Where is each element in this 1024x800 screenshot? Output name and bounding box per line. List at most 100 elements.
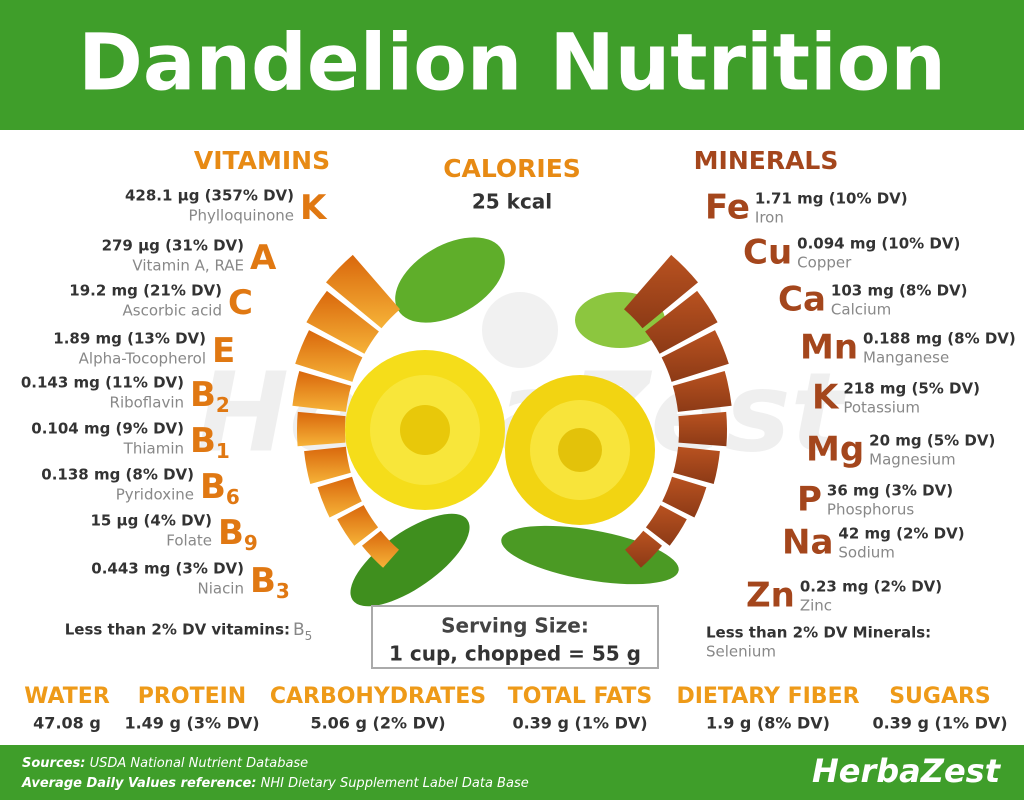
mineral-name: Manganese (863, 349, 949, 367)
footer-bg (0, 745, 1024, 800)
vitamin-bar (317, 476, 362, 518)
mineral-name: Calcium (831, 301, 891, 319)
vitamin-name: Niacin (197, 580, 244, 598)
reference-label: Average Daily Values reference: (21, 776, 256, 791)
subscript: 6 (226, 485, 240, 509)
vitamin-symbol: B6 (200, 467, 240, 509)
sources-text: USDA National Nutrient Database (90, 756, 309, 771)
mineral-name: Phosphorus (827, 501, 914, 519)
mineral-bar (672, 371, 732, 412)
mineral-symbol: Mn (800, 328, 858, 368)
vitamin-symbol: C (228, 283, 253, 323)
symbol: A (250, 238, 277, 278)
mineral-amount: 0.094 mg (10% DV) (797, 235, 960, 253)
mineral-symbol: Na (782, 523, 833, 563)
macro-label: CARBOHYDRATES (270, 684, 486, 709)
mineral-symbol: P (797, 480, 822, 520)
reference-text: NHI Dietary Supplement Label Data Base (261, 776, 529, 791)
mineral-symbol: Zn (746, 576, 795, 616)
vitamin-name: Phylloquinone (188, 207, 294, 225)
mineral-amount: 0.188 mg (8% DV) (863, 330, 1016, 348)
mineral-amount: 42 mg (2% DV) (838, 525, 964, 543)
vitamin-name: Alpha-Tocopherol (79, 350, 206, 368)
serving-label: Serving Size: (441, 614, 589, 638)
vitamin-amount: 279 µg (31% DV) (102, 237, 244, 255)
macro-value: 1.9 g (8% DV) (706, 714, 830, 733)
vitamin-amount: 0.443 mg (3% DV) (91, 560, 244, 578)
symbol: B (200, 467, 226, 507)
vitamins-less-symbol: B5 (293, 620, 312, 643)
vitamin-bar (295, 330, 363, 382)
mineral-bar (661, 330, 729, 382)
mineral-symbol: Fe (705, 188, 750, 228)
mineral-bar (624, 254, 698, 329)
calories-heading: CALORIES (443, 154, 581, 183)
mineral-bar (678, 411, 728, 447)
vitamin-bar (326, 254, 400, 329)
vitamin-name: Riboflavin (110, 394, 184, 412)
vitamin-amount: 0.104 mg (9% DV) (31, 420, 184, 438)
mineral-bar (673, 446, 720, 484)
sources: Sources: USDA National Nutrient Database (22, 756, 308, 771)
vitamin-symbol: A (250, 238, 277, 278)
macro-value: 1.49 g (3% DV) (124, 714, 259, 733)
vitamin-bar (337, 505, 379, 546)
vitamin-amount: 428.1 µg (357% DV) (125, 187, 294, 205)
mineral-symbol: K (812, 378, 840, 418)
mineral-amount: 20 mg (5% DV) (869, 432, 995, 450)
vitamin-symbol: K (300, 188, 328, 228)
mineral-symbol: Cu (743, 233, 792, 273)
macro-value: 0.39 g (1% DV) (872, 714, 1007, 733)
mineral-bar (625, 530, 662, 568)
header-bg (0, 0, 1024, 130)
subscript: 5 (305, 629, 313, 643)
mineral-symbol: Mg (806, 430, 864, 470)
mineral-name: Zinc (800, 597, 832, 615)
minerals-less-label: Less than 2% DV Minerals: (706, 624, 931, 642)
macro-label: WATER (24, 684, 110, 709)
vitamin-bar (362, 530, 399, 568)
vitamin-amount: 0.138 mg (8% DV) (41, 466, 194, 484)
vitamin-bar (292, 371, 352, 412)
calories-value: 25 kcal (472, 190, 552, 214)
symbol: E (212, 331, 235, 371)
vitamin-symbol: B1 (190, 421, 230, 463)
serving-box (371, 605, 659, 669)
mineral-amount: 0.23 mg (2% DV) (800, 578, 942, 596)
vitamin-name: Thiamin (123, 440, 184, 458)
subscript: 9 (244, 531, 258, 555)
mineral-name: Copper (797, 254, 852, 272)
mineral-bar (645, 290, 718, 354)
macro-value: 0.39 g (1% DV) (512, 714, 647, 733)
macro-value: 47.08 g (33, 714, 101, 733)
vitamin-name: Vitamin A, RAE (132, 257, 244, 275)
mineral-symbol: Ca (778, 280, 826, 320)
macro-value: 5.06 g (2% DV) (310, 714, 445, 733)
macro-label: TOTAL FATS (508, 684, 652, 709)
subscript: 3 (276, 579, 290, 603)
serving-value: 1 cup, chopped = 55 g (389, 642, 641, 666)
symbol: B (293, 620, 305, 640)
vitamin-amount: 19.2 mg (21% DV) (69, 282, 222, 300)
symbol: B (190, 421, 216, 461)
mineral-amount: 103 mg (8% DV) (831, 282, 968, 300)
symbol: B (190, 375, 216, 415)
symbol: K (300, 188, 328, 228)
macro-label: DIETARY FIBER (676, 684, 859, 709)
symbol: B (218, 513, 244, 553)
vitamin-symbol: B2 (190, 375, 230, 417)
subscript: 2 (216, 393, 230, 417)
vitamins-less-label: Less than 2% DV vitamins: (65, 621, 290, 639)
mineral-name: Potassium (843, 399, 920, 417)
mineral-name: Iron (755, 209, 784, 227)
flower-image (345, 237, 679, 607)
mineral-amount: 218 mg (5% DV) (843, 380, 980, 398)
vitamin-symbol: E (212, 331, 235, 371)
minerals-heading: MINERALS (694, 146, 839, 175)
vitamin-name: Pyridoxine (116, 486, 194, 504)
vitamin-amount: 1.89 mg (13% DV) (53, 330, 206, 348)
symbol: B (250, 561, 276, 601)
vitamin-name: Folate (166, 532, 212, 550)
vitamin-bar (296, 411, 346, 447)
mineral-amount: 1.71 mg (10% DV) (755, 190, 908, 208)
